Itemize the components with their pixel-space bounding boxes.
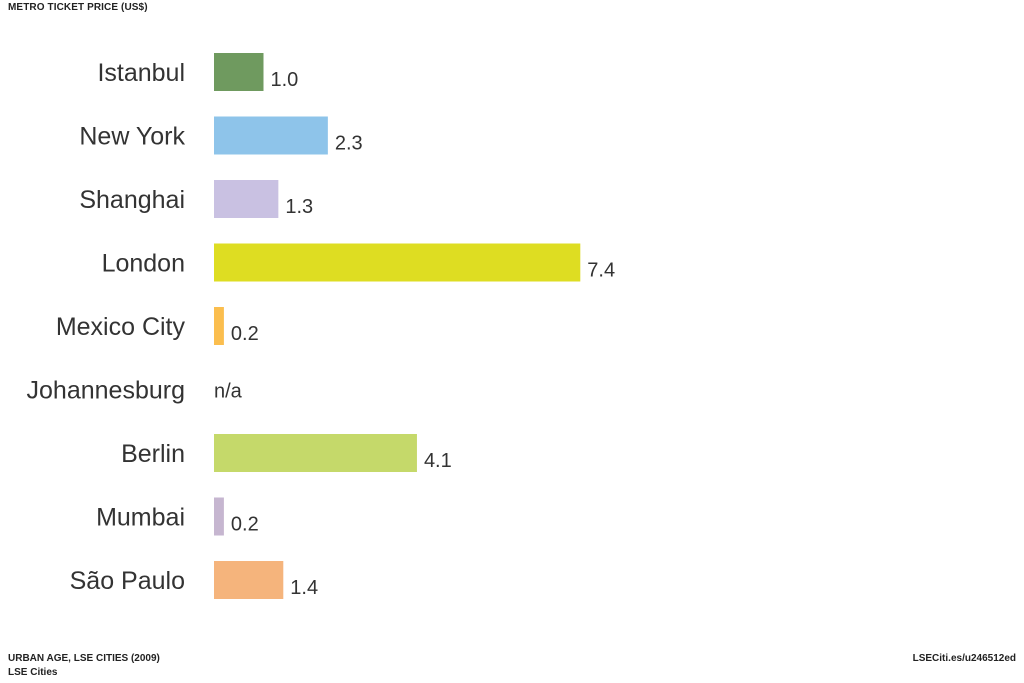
bar-istanbul <box>214 53 264 91</box>
value-label-mumbai: 0.2 <box>231 514 259 536</box>
value-label-shanghai: 1.3 <box>285 196 313 218</box>
bar-shanghai <box>214 180 279 218</box>
footer-link[interactable]: LSECiti.es/u246512ed <box>912 653 1016 664</box>
bar-london <box>214 243 581 282</box>
category-label-mumbai: Mumbai <box>96 504 185 532</box>
bar-mumbai <box>214 497 224 536</box>
category-label-istanbul: Istanbul <box>97 59 185 87</box>
bar-sao-paulo <box>214 561 284 599</box>
category-label-shanghai: Shanghai <box>79 186 185 214</box>
value-label-berlin: 4.1 <box>424 450 452 472</box>
value-label-istanbul: 1.0 <box>271 69 299 91</box>
value-label-sao-paulo: 1.4 <box>290 577 318 599</box>
category-label-johannesburg: Johannesburg <box>27 377 185 405</box>
value-label-new-york: 2.3 <box>335 133 363 155</box>
value-label-mexico-city: 0.2 <box>231 323 259 345</box>
footer-source-block: URBAN AGE, LSE CITIES (2009) LSE Cities <box>8 652 160 680</box>
bar-new-york <box>214 116 328 155</box>
source-text: URBAN AGE, LSE CITIES (2009) <box>8 653 160 664</box>
org-text: LSE Cities <box>8 667 58 678</box>
category-label-london: London <box>102 250 185 278</box>
bar-berlin <box>214 434 417 472</box>
category-label-berlin: Berlin <box>121 440 185 468</box>
bar-mexico-city <box>214 307 224 345</box>
value-label-london: 7.4 <box>587 260 615 282</box>
category-label-new-york: New York <box>79 123 185 151</box>
category-label-sao-paulo: São Paulo <box>70 567 185 595</box>
chart-title: METRO TICKET PRICE (US$) <box>8 2 148 13</box>
category-label-mexico-city: Mexico City <box>56 313 186 341</box>
value-label-johannesburg: n/a <box>214 381 243 403</box>
